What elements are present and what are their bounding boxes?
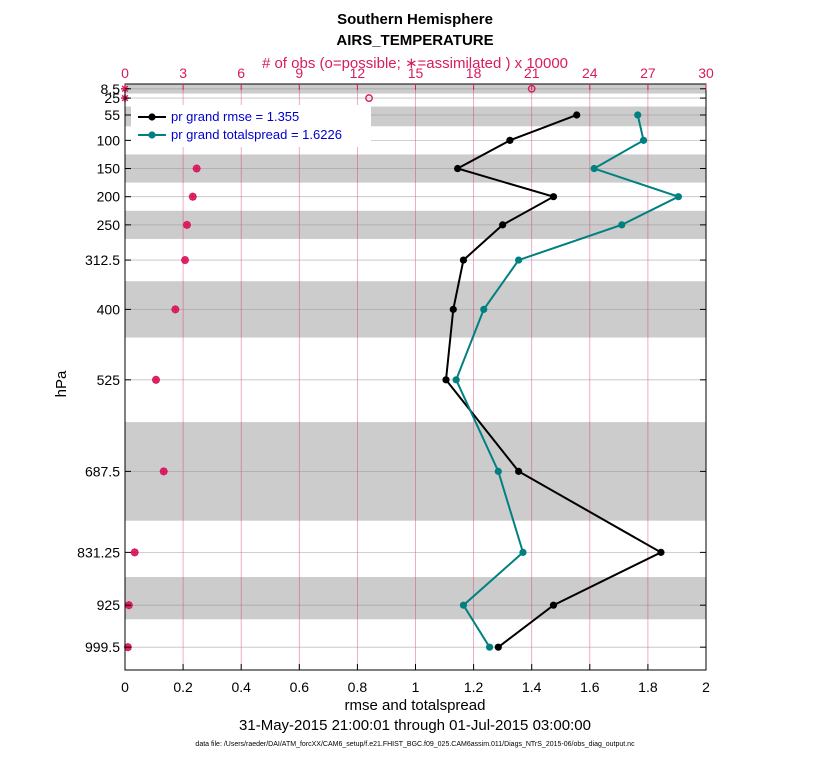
top-tick-label: 30 (698, 65, 714, 81)
y-tick-label: 831.25 (77, 544, 120, 560)
y-axis-label: hPa (53, 370, 70, 397)
y-tick-label: 25 (104, 90, 120, 106)
y-tick-label: 525 (97, 372, 121, 388)
rmse-point (499, 221, 507, 229)
rmse-series-line (444, 114, 664, 648)
top-tick-label: 27 (640, 65, 656, 81)
spread-point (494, 467, 502, 475)
rmse-point (549, 601, 558, 609)
spread-point (618, 221, 626, 229)
date-range: 31-May-2015 21:00:01 through 01-Jul-2015… (239, 717, 591, 734)
y-tick-label: 8.5 (101, 81, 121, 97)
rmse-point (459, 256, 468, 264)
top-tick-label: 12 (350, 65, 366, 81)
obs-assimilated-point (182, 220, 191, 229)
legend-rmse-marker (148, 113, 156, 121)
top-tick-label: 15 (408, 65, 424, 81)
y-tick-label: 925 (97, 597, 121, 613)
legend-spread-marker (148, 131, 156, 139)
obs-assimilated-point (181, 256, 190, 265)
y-tick-label: 400 (97, 301, 121, 317)
x-axis-label: rmse and totalspread (345, 697, 486, 714)
spread-point (519, 548, 527, 556)
spread-point (515, 256, 523, 264)
rmse-point (494, 643, 502, 651)
top-axis-label: # of obs (o=possible; ∗=assimilated ) x … (262, 55, 568, 72)
rmse-point (573, 111, 581, 119)
y-tick-label: 999.5 (85, 639, 120, 655)
spread-point (459, 601, 468, 609)
obs-assimilated-point (188, 192, 197, 201)
top-tick-label: 21 (524, 65, 540, 81)
top-tick-label: 18 (466, 65, 482, 81)
obs-assimilated-point (192, 164, 201, 173)
spread-point (639, 136, 648, 144)
x-tick-label: 2 (702, 679, 710, 695)
legend-box (131, 105, 371, 147)
obs-assimilated-point (151, 375, 160, 384)
rmse-point (549, 193, 558, 201)
rmse-point (454, 164, 462, 173)
x-tick-label: 1.4 (522, 679, 542, 695)
y-tick-label: 250 (97, 217, 121, 233)
x-tick-label: 0 (121, 679, 129, 695)
legend-rmse-label: pr grand rmse = 1.355 (171, 109, 299, 124)
top-tick-label: 0 (121, 65, 129, 81)
top-tick-label: 3 (179, 65, 187, 81)
legend-spread-label: pr grand totalspread = 1.6226 (171, 127, 342, 142)
rmse-point (449, 305, 457, 313)
top-tick-label: 6 (237, 65, 245, 81)
x-tick-label: 1.2 (464, 679, 484, 695)
data-file-path: data file: /Users/raeder/DAI/ATM_forcXX/… (195, 741, 635, 748)
x-tick-label: 1.8 (638, 679, 658, 695)
spread-series-line (455, 114, 682, 648)
top-tick-label: 9 (295, 65, 303, 81)
chart-subtitle: AIRS_TEMPERATURE (336, 32, 493, 49)
obs-assimilated-point (171, 305, 180, 314)
y-tick-label: 150 (97, 161, 121, 177)
x-tick-label: 0.6 (290, 679, 310, 695)
y-tick-label: 55 (104, 107, 120, 123)
rmse-point (515, 467, 523, 475)
spread-point (452, 376, 460, 384)
tick-labels: 0 3 6 9 12 15 18 21 24 27 308.52555100150200250312… (77, 65, 714, 695)
layer-band (125, 577, 706, 620)
y-tick-label: 312.5 (85, 252, 120, 268)
y-tick-label: 687.5 (85, 463, 120, 479)
legend: pr grand rmse = 1.355 pr grand totalspre… (131, 105, 371, 147)
x-tick-label: 0.8 (348, 679, 368, 695)
spread-point (634, 111, 642, 119)
grid-lines (125, 84, 706, 670)
obs-assimilated-point (130, 548, 139, 557)
chart-title: Southern Hemisphere (337, 11, 493, 28)
obs-possible-point (365, 94, 373, 102)
x-tick-label: 0.4 (231, 679, 251, 695)
spread-point (674, 193, 683, 201)
x-tick-label: 1 (412, 679, 420, 695)
rmse-point (442, 376, 450, 384)
tick-marks (124, 84, 707, 670)
spread-point (590, 164, 598, 173)
obs-assimilated-point (159, 467, 168, 476)
rmse-point (506, 136, 514, 144)
top-tick-label: 24 (582, 65, 598, 81)
spread-point (480, 305, 488, 313)
x-tick-label: 0.2 (173, 679, 193, 695)
rmse-point (657, 548, 665, 556)
spread-point (485, 643, 494, 651)
x-tick-label: 1.6 (580, 679, 600, 695)
y-tick-label: 200 (97, 189, 121, 205)
y-tick-label: 100 (97, 132, 121, 148)
